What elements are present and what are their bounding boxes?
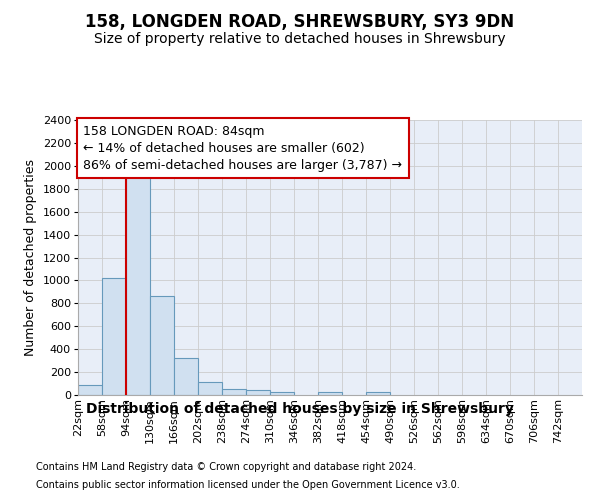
- Text: Contains HM Land Registry data © Crown copyright and database right 2024.: Contains HM Land Registry data © Crown c…: [36, 462, 416, 472]
- Bar: [222, 390, 246, 395]
- Text: 158 LONGDEN ROAD: 84sqm
← 14% of detached houses are smaller (602)
86% of semi-d: 158 LONGDEN ROAD: 84sqm ← 14% of detache…: [83, 124, 403, 172]
- Text: 158, LONGDEN ROAD, SHREWSBURY, SY3 9DN: 158, LONGDEN ROAD, SHREWSBURY, SY3 9DN: [85, 12, 515, 30]
- Bar: [126, 178, 150, 395]
- Text: Size of property relative to detached houses in Shrewsbury: Size of property relative to detached ho…: [94, 32, 506, 46]
- Bar: [366, 392, 390, 395]
- Y-axis label: Number of detached properties: Number of detached properties: [24, 159, 37, 356]
- Bar: [270, 392, 294, 395]
- Text: Distribution of detached houses by size in Shrewsbury: Distribution of detached houses by size …: [86, 402, 514, 416]
- Bar: [246, 390, 270, 395]
- Bar: [78, 384, 102, 395]
- Text: Contains public sector information licensed under the Open Government Licence v3: Contains public sector information licen…: [36, 480, 460, 490]
- Bar: [174, 358, 198, 395]
- Bar: [102, 278, 126, 395]
- Bar: [198, 382, 222, 395]
- Bar: [150, 296, 174, 395]
- Bar: [318, 392, 342, 395]
